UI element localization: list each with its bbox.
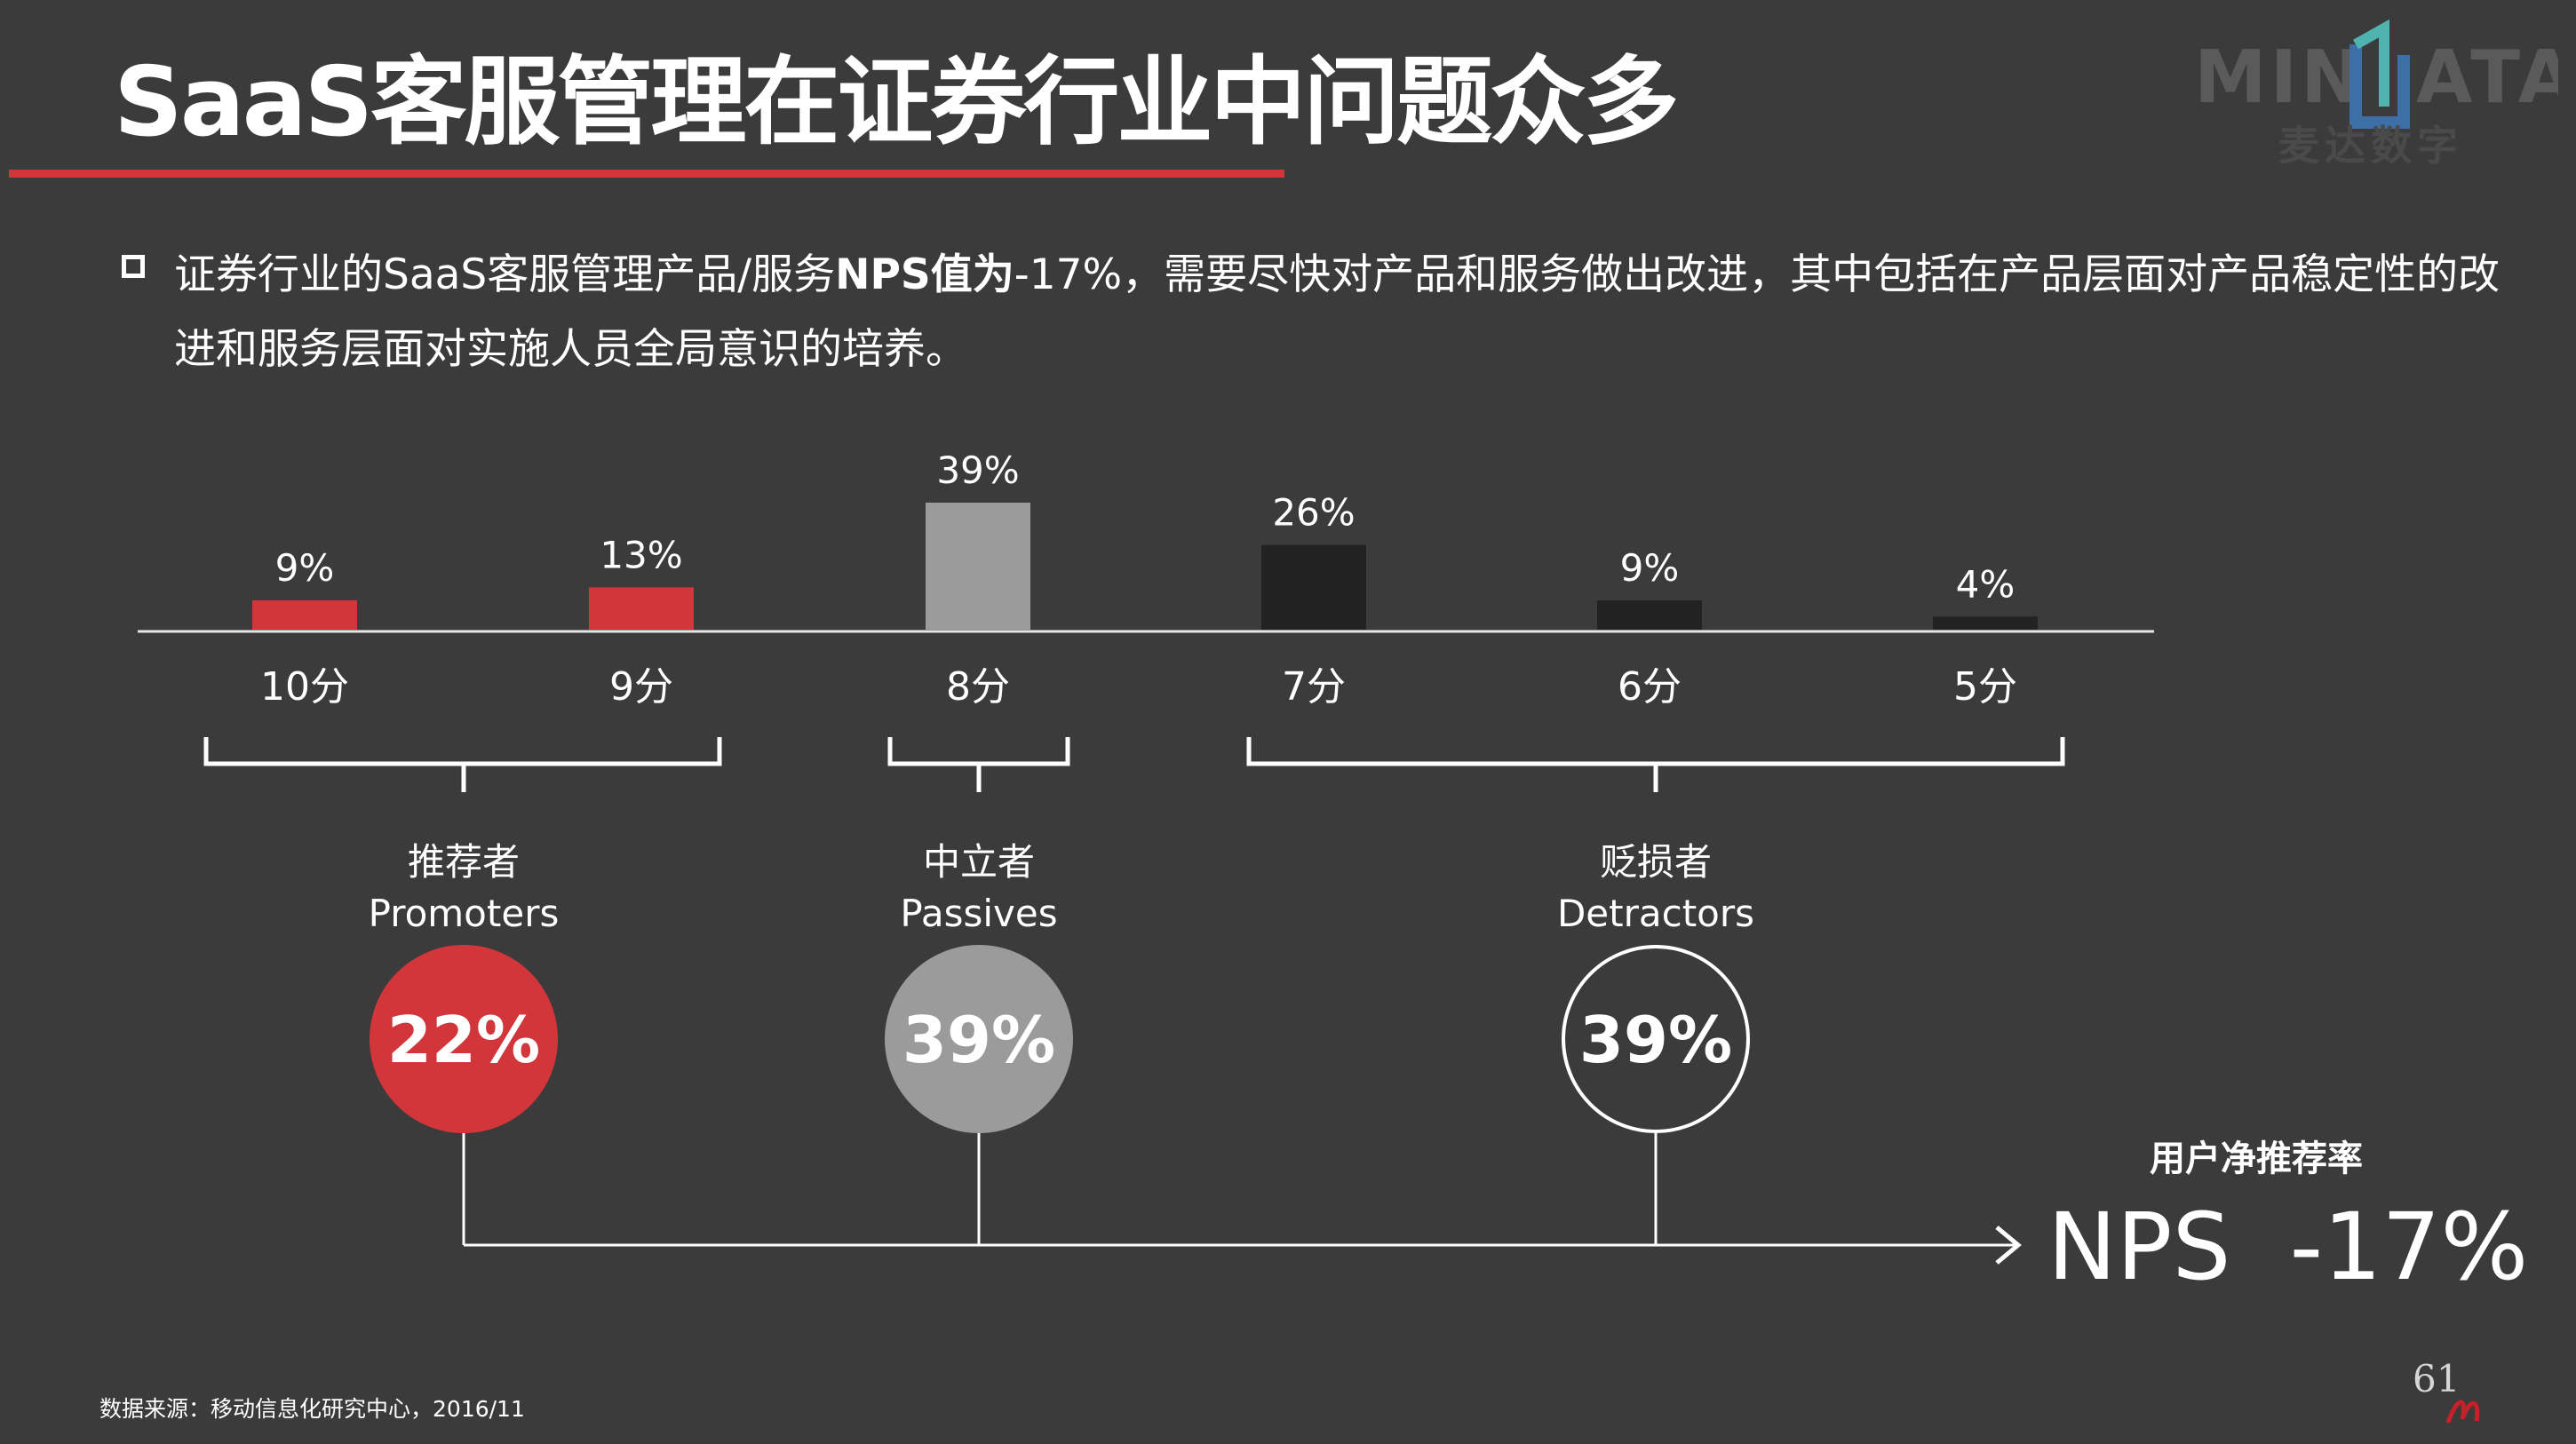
- group-brackets: [203, 737, 2065, 792]
- group-circle-2: [1562, 945, 1750, 1133]
- bar-4: [1597, 600, 1702, 630]
- group-label-en-2: Detractors: [1557, 892, 1754, 935]
- bar-5: [1933, 616, 2038, 630]
- page-number: 61: [2413, 1357, 2461, 1400]
- group-share-1: 39%: [902, 1003, 1055, 1077]
- bar-value-label-1: 13%: [600, 533, 682, 576]
- group-label-en-1: Passives: [900, 892, 1057, 935]
- logo-subtitle: 麦达数字: [2278, 122, 2463, 170]
- bar-0: [252, 600, 357, 630]
- group-share-2: 39%: [1579, 1003, 1732, 1077]
- category-label-2: 8分: [946, 664, 1010, 710]
- bar-group: [252, 503, 2038, 630]
- bracket-0: [203, 737, 722, 792]
- category-label-1: 9分: [609, 664, 673, 710]
- flow-arrow-icon: [1995, 1226, 2022, 1265]
- logo-text-left: MIN: [2194, 36, 2365, 120]
- group-circle-1: [885, 945, 1073, 1133]
- category-label-5: 5分: [1953, 664, 2017, 710]
- nps-caption: 用户净推荐率: [2150, 1139, 2363, 1179]
- summary-text: 证券行业的SaaS客服管理产品/服务NPS值为-17%，需要尽快对产品和服务做出…: [174, 238, 2501, 387]
- group-circle-0: [370, 945, 558, 1133]
- corner-logo-icon: [2445, 1400, 2480, 1424]
- group-label-cn-2: 贬损者: [1600, 840, 1712, 884]
- bar-value-label-4: 9%: [1620, 546, 1680, 590]
- category-label-3: 7分: [1282, 664, 1346, 710]
- slide-title: SaaS客服管理在证券行业中问题众多: [114, 47, 1679, 158]
- summary-highlight: NPS值为: [835, 250, 1014, 299]
- bracket-1: [887, 737, 1070, 792]
- category-label-0: 10分: [260, 664, 349, 710]
- group-labels: 推荐者 Promoters 中立者 Passives 贬损者 Detractors: [369, 840, 1754, 935]
- bar-1: [589, 587, 694, 630]
- bar-2: [926, 503, 1030, 630]
- group-circles: 22% 39% 39%: [370, 945, 1750, 1133]
- title-underline: [9, 170, 1284, 178]
- logo-d-mark: [2349, 19, 2410, 129]
- nps-value: NPS -17%: [2047, 1193, 2528, 1301]
- summary-part-1: 证券行业的SaaS客服管理产品/服务: [174, 250, 836, 299]
- bar-value-label-3: 26%: [1272, 491, 1355, 535]
- flow-connectors: [462, 1133, 2022, 1265]
- bar-value-label-2: 39%: [936, 448, 1019, 492]
- group-label-cn-0: 推荐者: [408, 840, 520, 884]
- bracket-2: [1246, 737, 2065, 792]
- group-label-en-0: Promoters: [369, 892, 560, 935]
- data-source-note: 数据来源：移动信息化研究中心，2016/11: [99, 1396, 525, 1422]
- bar-value-label-0: 9%: [275, 546, 335, 590]
- mindata-logo: MIN ATA 麦达数字: [2194, 19, 2558, 170]
- logo-text-right: ATA: [2416, 36, 2558, 120]
- bar-value-labels: 9% 13% 39% 26% 9% 4%: [275, 448, 2015, 606]
- group-label-cn-1: 中立者: [923, 840, 1035, 884]
- category-label-4: 6分: [1618, 664, 1682, 710]
- bar-3: [1261, 544, 1366, 630]
- summary-part-2: -17%，需要尽快对产品和服务做出改进，其中包括在产品层面对产品稳定性的改进和服…: [174, 250, 2500, 374]
- bullet-checkbox-icon: [122, 255, 145, 278]
- category-labels: 10分 9分 8分 7分 6分 5分: [260, 664, 2017, 710]
- group-share-0: 22%: [387, 1003, 540, 1077]
- bar-value-label-5: 4%: [1956, 562, 2015, 606]
